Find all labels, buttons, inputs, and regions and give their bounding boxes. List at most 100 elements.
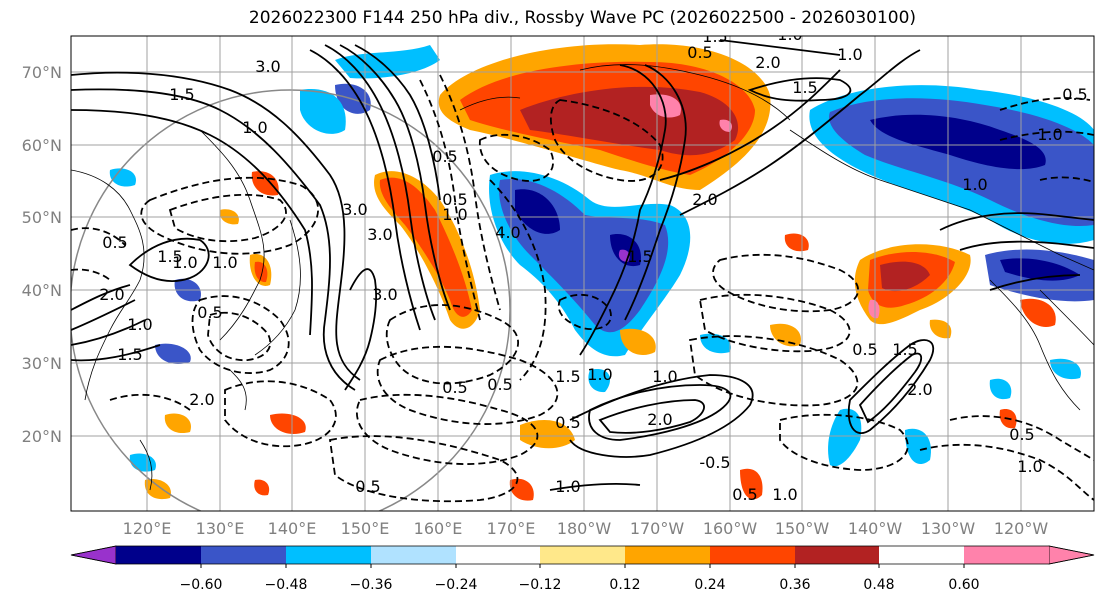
contour-label: 4.0 xyxy=(495,223,520,242)
contour-label: 1.0 xyxy=(442,205,467,224)
contour-label: 0.5 xyxy=(1062,85,1087,104)
lat-label: 20°N xyxy=(22,427,62,446)
contour-label: 0.5 xyxy=(102,233,127,252)
colorbar-segment xyxy=(371,546,456,564)
contour-label: 1.0 xyxy=(1017,457,1042,476)
colorbar-segment xyxy=(625,546,710,564)
latitude-labels: 70°N 60°N 50°N 40°N 30°N 20°N xyxy=(22,63,62,446)
lon-label: 180°W xyxy=(557,519,612,538)
contour-label: 1.0 xyxy=(555,477,580,496)
lat-label: 60°N xyxy=(22,136,62,155)
colorbar-segment xyxy=(201,546,286,564)
contour-label: 0.5 xyxy=(1009,425,1034,444)
lon-label: 160°E xyxy=(414,519,463,538)
lon-label: 150°W xyxy=(775,519,830,538)
colorbar-segment xyxy=(964,546,1049,564)
contour-label: 1.0 xyxy=(212,253,237,272)
contour-label: 1.0 xyxy=(837,45,862,64)
lon-label: 140°E xyxy=(268,519,317,538)
contour-label: 2.0 xyxy=(692,190,717,209)
contour-label: 1.5 xyxy=(157,247,182,266)
contour-label: 0.5 xyxy=(197,303,222,322)
contour-label: 3.0 xyxy=(372,285,397,304)
lon-label: 120°W xyxy=(994,519,1049,538)
contour-label: 0.5 xyxy=(355,477,380,496)
contour-labels: 3.01.51.00.51.51.0 1.00.52.01.01.52.03.03… xyxy=(99,25,1087,504)
contour-label: -0.5 xyxy=(699,453,730,472)
lon-label: 120°E xyxy=(123,519,172,538)
colorbar-label: −0.60 xyxy=(180,577,223,593)
contour-label: 1.0 xyxy=(652,367,677,386)
contour-label: 3.0 xyxy=(342,200,367,219)
contour-label: 0.5 xyxy=(442,190,467,209)
lon-label: 170°E xyxy=(487,519,536,538)
colorbar-label: 0.48 xyxy=(863,577,894,593)
contour-label: 2.0 xyxy=(907,380,932,399)
colorbar-label: 0.12 xyxy=(609,577,640,593)
coastlines xyxy=(71,64,1094,491)
contour-label: 1.5 xyxy=(892,340,917,359)
colorbar-label: −0.24 xyxy=(435,577,478,593)
contour-label: 3.0 xyxy=(367,225,392,244)
map-frame xyxy=(70,35,1095,512)
map-panel: 3.01.51.00.51.51.0 1.00.52.01.01.52.03.03… xyxy=(71,25,1094,511)
colorbar-outline xyxy=(70,545,1095,565)
contour-label: 2.0 xyxy=(755,53,780,72)
longitude-labels: 120°E 130°E 140°E 150°E 160°E 170°E 180°W 170°W… xyxy=(123,519,1049,538)
contour-label: 0.5 xyxy=(442,378,467,397)
contour-label: 0.5 xyxy=(555,413,580,432)
contour-label: 2.0 xyxy=(99,285,124,304)
colorbar-label: 0.24 xyxy=(694,577,725,593)
lon-label: 170°W xyxy=(630,519,685,538)
contour-label: 1.5 xyxy=(792,78,817,97)
lon-label: 140°W xyxy=(848,519,903,538)
contour-label: 1.0 xyxy=(1037,125,1062,144)
contour-label: 1.0 xyxy=(242,118,267,137)
lon-label: 150°E xyxy=(341,519,390,538)
colorbar-label: −0.12 xyxy=(519,577,562,593)
contour-label: 1.0 xyxy=(172,253,197,272)
lon-label: 160°W xyxy=(703,519,758,538)
contour-label: 1.0 xyxy=(962,175,987,194)
contour-label: 1.0 xyxy=(587,365,612,384)
reference-circle xyxy=(71,89,511,511)
colorbar-extend-min xyxy=(70,545,117,565)
lat-label: 50°N xyxy=(22,208,62,227)
contour-label: 1.0 xyxy=(777,25,802,44)
contour-label: 2.0 xyxy=(189,390,214,409)
contour-label: 2.0 xyxy=(647,410,672,429)
colorbar-segment xyxy=(540,546,625,564)
contour-label: 3.0 xyxy=(255,57,280,76)
colorbar-segment xyxy=(795,546,879,564)
contour-label: 0.5 xyxy=(487,375,512,394)
colorbar-label: −0.36 xyxy=(350,577,393,593)
solid-contours xyxy=(71,39,1094,491)
contour-label: 0.5 xyxy=(432,147,457,166)
dashed-contours xyxy=(71,74,1094,503)
colorbar-segment xyxy=(286,546,371,564)
colorbar-segment xyxy=(710,546,795,564)
colorbar-label: −0.48 xyxy=(265,577,308,593)
contour-label: 1.5 xyxy=(117,345,142,364)
lat-label: 70°N xyxy=(22,63,62,82)
contour-label: 1.5 xyxy=(169,85,194,104)
colorbar-label: 0.60 xyxy=(948,577,979,593)
contour-label: 1.5 xyxy=(702,27,727,46)
colorbar-extend-max xyxy=(1048,545,1095,565)
colorbar-segment xyxy=(116,546,201,564)
contour-label: 1.0 xyxy=(772,485,797,504)
colorbar-label: 0.36 xyxy=(779,577,810,593)
lat-label: 30°N xyxy=(22,354,62,373)
contour-label: 1.5 xyxy=(555,367,580,386)
contour-label: 1.5 xyxy=(627,247,652,266)
contour-label: 0.5 xyxy=(687,43,712,62)
lon-label: 130°W xyxy=(921,519,976,538)
colorbar: −0.60 −0.48 −0.36 −0.24 −0.12 0.12 0.24 0.36 0.4… xyxy=(70,545,1095,593)
contour-label: 0.5 xyxy=(732,485,757,504)
map-title: 2026022300 F144 250 hPa div., Rossby Wav… xyxy=(248,8,917,28)
lat-label: 40°N xyxy=(22,281,62,300)
lon-label: 130°E xyxy=(196,519,245,538)
colorbar-segment xyxy=(456,546,540,564)
contour-label: 1.0 xyxy=(127,315,152,334)
